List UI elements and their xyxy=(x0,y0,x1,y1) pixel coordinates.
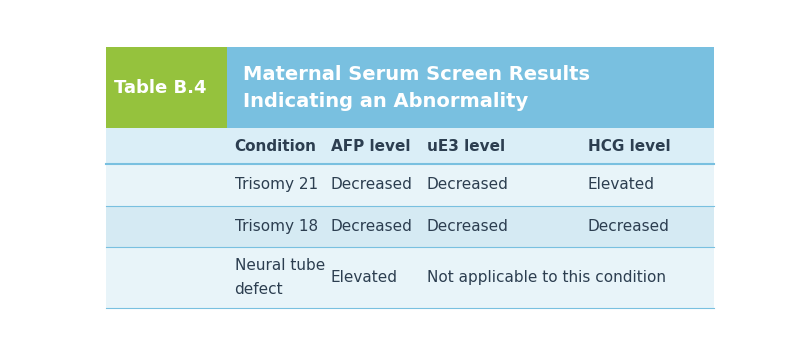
Bar xyxy=(106,164,714,206)
Text: Trisomy 21: Trisomy 21 xyxy=(234,178,318,193)
Text: uE3 level: uE3 level xyxy=(426,139,505,154)
Text: Table B.4: Table B.4 xyxy=(114,79,206,97)
Text: Decreased: Decreased xyxy=(426,178,509,193)
Text: Condition: Condition xyxy=(234,139,317,154)
Text: Trisomy 18: Trisomy 18 xyxy=(234,219,318,234)
Text: Not applicable to this condition: Not applicable to this condition xyxy=(426,270,666,285)
Bar xyxy=(227,47,714,128)
Text: Decreased: Decreased xyxy=(426,219,509,234)
Bar xyxy=(106,247,714,308)
Bar xyxy=(106,128,714,164)
Text: Neural tube: Neural tube xyxy=(234,258,325,273)
Text: defect: defect xyxy=(234,282,283,297)
Text: Decreased: Decreased xyxy=(588,219,670,234)
Bar xyxy=(106,206,714,247)
Text: AFP level: AFP level xyxy=(330,139,410,154)
Bar xyxy=(106,47,227,128)
Text: Indicating an Abnormality: Indicating an Abnormality xyxy=(242,92,528,111)
Text: HCG level: HCG level xyxy=(588,139,670,154)
Text: Decreased: Decreased xyxy=(330,219,413,234)
Text: Elevated: Elevated xyxy=(588,178,655,193)
Text: Maternal Serum Screen Results: Maternal Serum Screen Results xyxy=(242,65,590,84)
Text: Decreased: Decreased xyxy=(330,178,413,193)
Text: Elevated: Elevated xyxy=(330,270,398,285)
